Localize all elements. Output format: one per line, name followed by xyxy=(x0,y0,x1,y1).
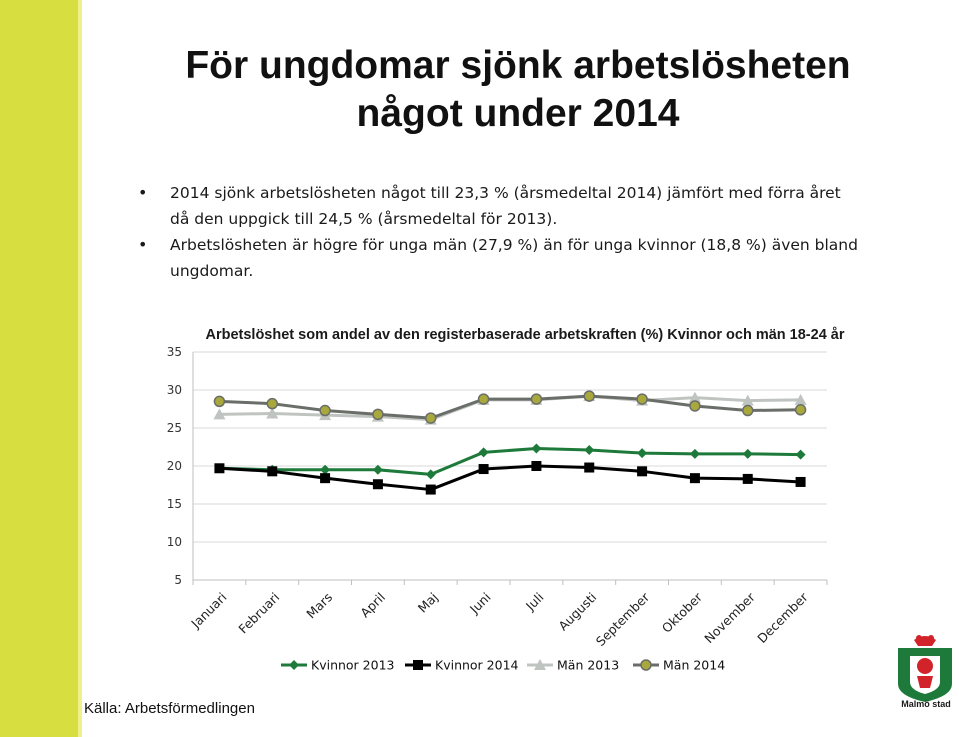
data-point xyxy=(425,412,437,424)
data-point xyxy=(742,448,753,459)
data-point xyxy=(478,464,489,475)
data-point xyxy=(213,408,226,420)
x-tick-label: December xyxy=(754,589,811,646)
data-point xyxy=(214,463,225,474)
data-point xyxy=(213,395,226,408)
data-point xyxy=(372,479,383,490)
data-point xyxy=(636,393,648,405)
bullet-item: Arbetslösheten är högre för unga män (27… xyxy=(138,232,858,284)
malmo-stad-logo xyxy=(898,635,952,702)
data-point xyxy=(372,464,383,475)
series-line xyxy=(219,464,801,492)
x-tick-label: Augusti xyxy=(555,590,599,634)
legend-label: Män 2013 xyxy=(557,658,619,673)
legend-marker xyxy=(289,660,299,670)
data-point xyxy=(794,393,807,405)
data-point xyxy=(531,461,542,471)
series-line xyxy=(219,447,801,476)
data-point xyxy=(794,404,807,416)
y-tick-label: 10 xyxy=(167,535,182,549)
y-tick-label: 20 xyxy=(167,459,182,473)
x-tick-label: September xyxy=(593,589,653,649)
data-point xyxy=(266,407,279,419)
data-point xyxy=(531,443,542,454)
x-tick-label: Juli xyxy=(522,590,546,614)
data-point xyxy=(478,447,489,458)
side-stripe xyxy=(0,0,78,737)
y-tick-label: 30 xyxy=(167,383,182,397)
data-point xyxy=(319,404,331,417)
logo-text: Malmö stad xyxy=(901,699,951,709)
data-point xyxy=(372,408,384,421)
data-point xyxy=(584,462,595,473)
x-tick-label: Januari xyxy=(187,590,229,632)
data-point xyxy=(267,466,278,477)
chart-title: Arbetslöshet som andel av den registerba… xyxy=(205,327,845,343)
title-line-2: något under 2014 xyxy=(356,92,680,135)
data-point xyxy=(637,466,648,477)
data-point xyxy=(795,476,806,487)
x-tick-label: Oktober xyxy=(659,589,706,636)
x-tick-label: November xyxy=(701,589,758,646)
x-tick-label: Mars xyxy=(303,590,335,622)
x-tick-label: Juni xyxy=(466,590,494,618)
data-point xyxy=(741,394,754,406)
source-note: Källa: Arbetsförmedlingen xyxy=(84,700,255,717)
y-tick-label: 35 xyxy=(167,345,182,359)
data-point xyxy=(795,449,806,460)
title-line-1: För ungdomar sjönk arbetslösheten xyxy=(185,44,851,87)
data-point xyxy=(689,400,701,412)
data-point xyxy=(637,448,648,459)
legend-label: Män 2014 xyxy=(663,658,725,673)
y-tick-label: 15 xyxy=(167,497,182,511)
x-tick-label: Februari xyxy=(235,590,282,637)
legend-marker xyxy=(413,660,423,670)
data-point xyxy=(425,484,436,495)
data-point xyxy=(583,390,595,402)
legend-marker xyxy=(640,659,652,671)
legend-label: Kvinnor 2014 xyxy=(435,658,519,673)
data-point xyxy=(266,397,278,410)
data-point xyxy=(320,473,331,484)
slide-title: För ungdomar sjönk arbetslösheten något … xyxy=(100,42,936,138)
data-point xyxy=(742,404,754,417)
data-point xyxy=(584,445,595,456)
data-point xyxy=(689,448,700,459)
legend-label: Kvinnor 2013 xyxy=(311,658,394,673)
x-tick-label: April xyxy=(357,590,388,621)
data-point xyxy=(425,469,436,480)
series-line xyxy=(219,394,801,420)
legend-marker xyxy=(534,659,546,670)
data-point xyxy=(477,393,490,405)
y-tick-label: 25 xyxy=(167,421,182,435)
bullet-list: 2014 sjönk arbetslösheten något till 23,… xyxy=(138,180,858,284)
y-tick-label: 5 xyxy=(174,573,182,587)
side-stripe-accent xyxy=(78,0,82,737)
bullet-item: 2014 sjönk arbetslösheten något till 23,… xyxy=(138,180,858,232)
data-point xyxy=(530,393,543,405)
data-point xyxy=(320,464,331,475)
data-point xyxy=(688,391,701,403)
x-tick-label: Maj xyxy=(415,590,441,616)
data-point xyxy=(742,473,753,484)
data-point xyxy=(689,473,700,484)
